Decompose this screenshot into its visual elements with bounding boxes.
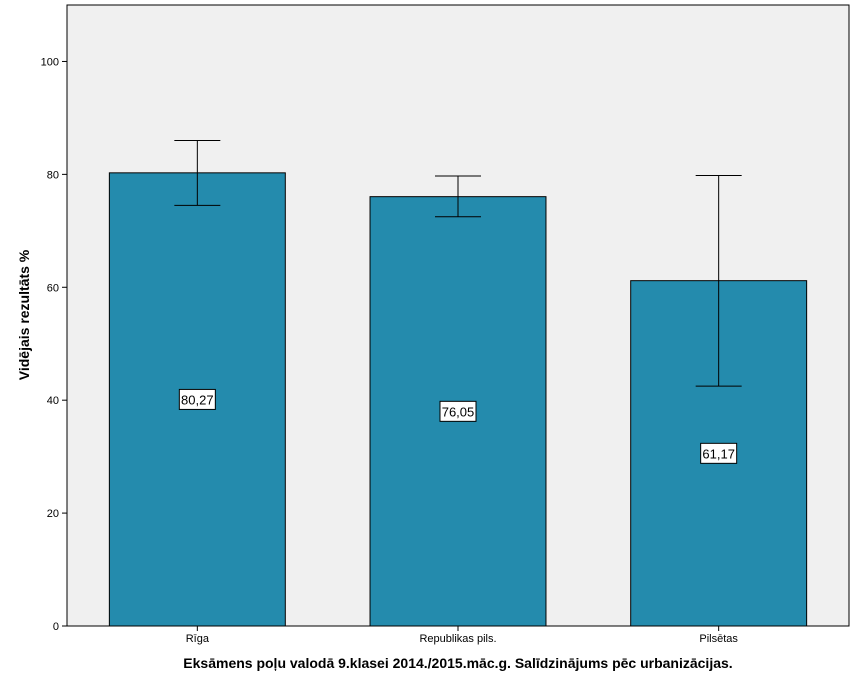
data-label-box: [439, 400, 477, 422]
y-tick-label: 0: [53, 621, 59, 633]
y-tick-label: 80: [47, 169, 59, 181]
data-label: 80,27: [181, 392, 214, 407]
x-axis-title: Eksāmens poļu valodā 9.klasei 2014./2015…: [183, 655, 732, 671]
y-tick-label: 100: [41, 56, 59, 68]
x-tick-label: Rīga: [186, 633, 210, 645]
x-tick-label: Pilsētas: [699, 633, 738, 645]
x-tick-label: Republikas pils.: [419, 633, 496, 645]
bars-group: 80,27 76,05 61,17: [108, 139, 808, 627]
data-label-box: [700, 442, 738, 464]
x-axis: Rīga Republikas pils. Pilsētas: [186, 626, 738, 645]
y-axis: 0 20 40 60 80 100: [41, 56, 67, 633]
y-axis-title: Vidējais rezultāts %: [16, 249, 32, 380]
y-tick-label: 60: [47, 282, 59, 294]
data-label-box: [178, 388, 216, 410]
data-label: 76,05: [442, 404, 475, 419]
y-tick-label: 20: [47, 508, 59, 520]
y-tick-label: 40: [47, 395, 59, 407]
data-label: 61,17: [702, 446, 735, 461]
